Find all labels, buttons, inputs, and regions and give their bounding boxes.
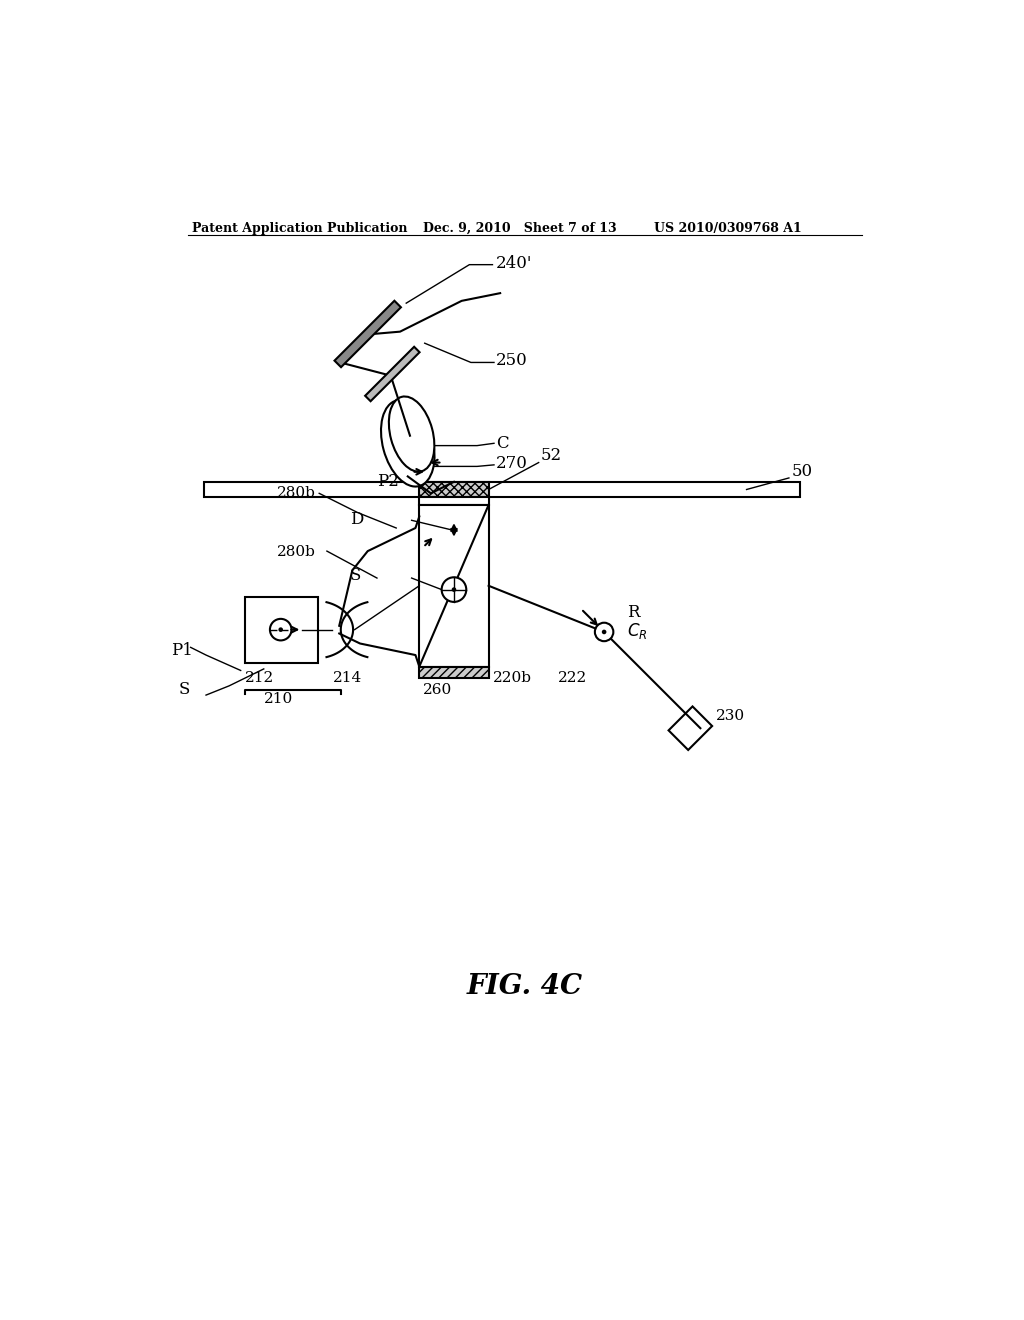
Text: 260: 260 <box>423 682 453 697</box>
Text: 210: 210 <box>264 692 293 706</box>
Text: C: C <box>497 434 509 451</box>
Text: 250: 250 <box>497 351 528 368</box>
Circle shape <box>595 623 613 642</box>
Text: 214: 214 <box>333 671 362 685</box>
Ellipse shape <box>389 396 434 471</box>
Ellipse shape <box>381 400 434 487</box>
Text: 222: 222 <box>558 671 587 685</box>
Text: P2: P2 <box>377 473 398 490</box>
Circle shape <box>270 619 292 640</box>
Text: 230: 230 <box>716 710 744 723</box>
Bar <box>204 482 801 498</box>
Circle shape <box>441 577 466 602</box>
Polygon shape <box>366 347 420 401</box>
Text: 220b: 220b <box>493 671 531 685</box>
Text: $C_R$: $C_R$ <box>628 620 648 640</box>
Polygon shape <box>335 301 401 367</box>
Text: 270: 270 <box>497 455 528 473</box>
Text: R: R <box>628 603 640 620</box>
Text: 50: 50 <box>792 462 812 479</box>
Circle shape <box>279 627 283 632</box>
Text: 280b: 280b <box>276 486 315 500</box>
Text: 52: 52 <box>541 447 562 465</box>
Bar <box>245 597 317 663</box>
Circle shape <box>602 630 606 635</box>
Polygon shape <box>669 706 712 750</box>
Bar <box>419 506 488 667</box>
Bar <box>419 498 488 506</box>
Text: 212: 212 <box>245 671 273 685</box>
Text: D: D <box>350 511 364 528</box>
Text: S: S <box>179 681 190 697</box>
Bar <box>419 667 488 678</box>
Text: P1: P1 <box>171 642 194 659</box>
Text: Patent Application Publication: Patent Application Publication <box>193 222 408 235</box>
Text: S: S <box>350 568 361 585</box>
Bar <box>419 482 488 498</box>
Text: FIG. 4C: FIG. 4C <box>467 973 583 999</box>
Text: 280b: 280b <box>276 545 315 558</box>
Text: Dec. 9, 2010   Sheet 7 of 13: Dec. 9, 2010 Sheet 7 of 13 <box>423 222 616 235</box>
Circle shape <box>452 587 457 591</box>
Text: US 2010/0309768 A1: US 2010/0309768 A1 <box>654 222 802 235</box>
Text: 240': 240' <box>497 255 532 272</box>
